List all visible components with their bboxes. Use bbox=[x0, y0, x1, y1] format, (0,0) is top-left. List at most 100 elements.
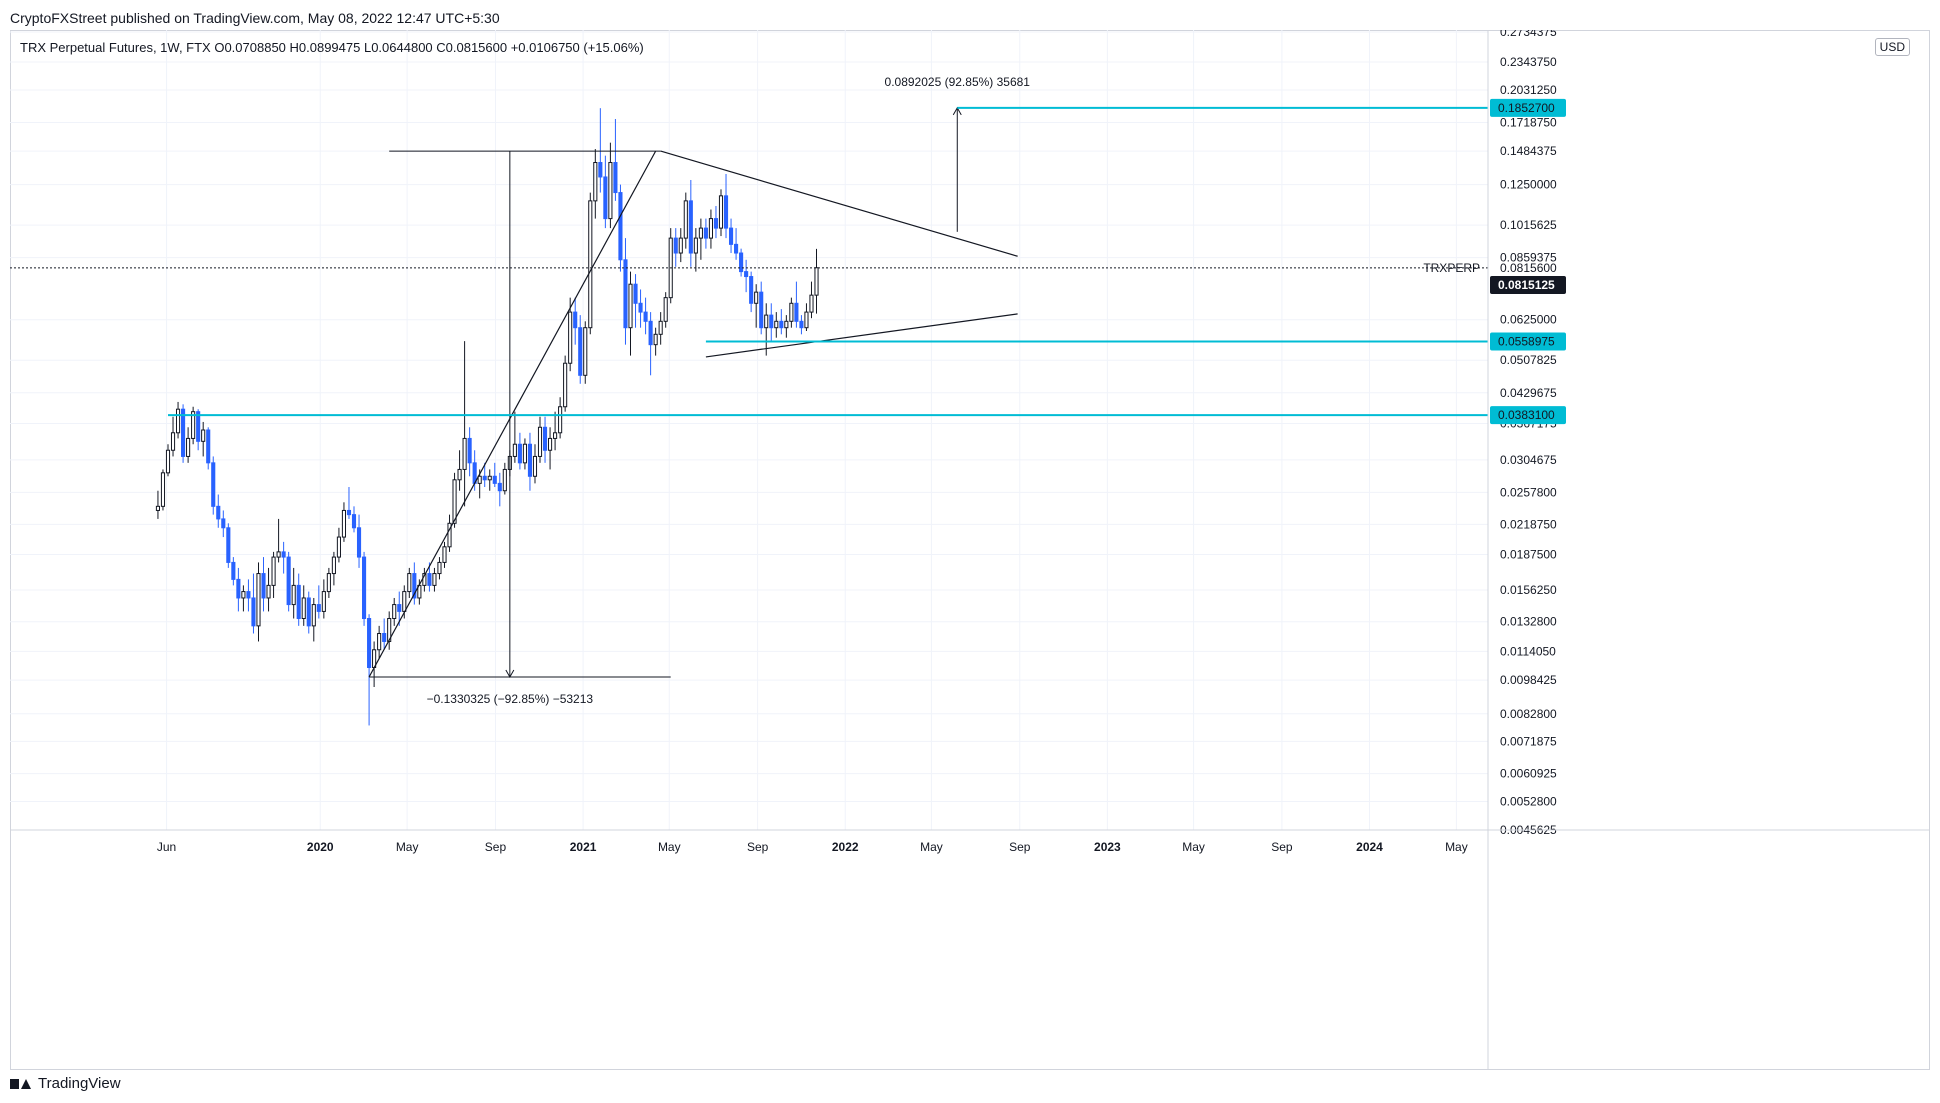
drawings: −0.1330325 (−92.85%) −53213 0.0892025 (92… bbox=[10, 75, 1488, 706]
candle-body bbox=[532, 455, 538, 477]
price-tick-label: 0.1250000 bbox=[1500, 178, 1557, 192]
candle-body bbox=[558, 406, 563, 434]
time-tick-label: Sep bbox=[1009, 840, 1031, 854]
candle-body bbox=[236, 578, 241, 599]
candle-body bbox=[784, 320, 789, 329]
candle bbox=[673, 228, 678, 267]
measure-arrowhead bbox=[505, 669, 515, 679]
candle bbox=[563, 355, 568, 412]
candle-body bbox=[492, 475, 497, 484]
time-tick-label: Sep bbox=[747, 840, 769, 854]
candle bbox=[397, 591, 402, 626]
price-axis: 0.2734375 0.2343750 0.2031250 0.1718750 0.14… bbox=[1487, 30, 1566, 1070]
price-tick-label: 0.0218750 bbox=[1500, 517, 1557, 531]
candle bbox=[683, 192, 688, 249]
candle bbox=[774, 312, 779, 338]
time-tick-label: 2020 bbox=[307, 840, 334, 854]
footer-brand[interactable]: TradingView bbox=[10, 1075, 121, 1092]
candle-body bbox=[693, 237, 698, 254]
candle-body bbox=[362, 556, 367, 620]
candle bbox=[221, 510, 226, 538]
candle-body bbox=[553, 432, 558, 439]
candle-body bbox=[613, 162, 618, 194]
candle bbox=[447, 514, 452, 552]
candle bbox=[568, 297, 573, 372]
candle bbox=[537, 416, 543, 463]
candle bbox=[271, 551, 276, 598]
candle bbox=[638, 289, 643, 328]
candle-body bbox=[402, 591, 407, 612]
candle-body bbox=[623, 259, 628, 329]
candle-body bbox=[608, 162, 613, 220]
candle bbox=[593, 149, 598, 219]
candle-body bbox=[306, 597, 311, 627]
candle bbox=[321, 579, 326, 619]
publisher-attribution: CryptoFXStreet published on TradingView.… bbox=[10, 10, 500, 26]
footer-brand-text: TradingView bbox=[38, 1075, 121, 1092]
candle bbox=[784, 315, 789, 338]
candle bbox=[608, 142, 613, 229]
candle bbox=[749, 271, 754, 313]
time-tick-label: May bbox=[658, 840, 681, 854]
candle-body bbox=[336, 536, 341, 558]
candle bbox=[553, 411, 558, 451]
crosshair-price-label: 0.0815125 bbox=[1498, 278, 1555, 292]
candle-body bbox=[512, 443, 517, 457]
candle-body bbox=[331, 556, 336, 575]
candle-body bbox=[206, 429, 211, 464]
candle-body bbox=[296, 584, 301, 620]
candle-body bbox=[196, 411, 201, 442]
candle bbox=[517, 432, 522, 470]
candle bbox=[734, 228, 739, 260]
candle bbox=[175, 401, 181, 439]
candle bbox=[769, 303, 774, 342]
candle-body bbox=[155, 505, 161, 511]
candle-body bbox=[643, 311, 648, 322]
candle-body bbox=[160, 472, 166, 507]
trendline bbox=[660, 150, 1018, 257]
tradingview-logo-icon bbox=[10, 1076, 32, 1092]
candle-body bbox=[799, 320, 804, 329]
price-tick-label: 0.0625000 bbox=[1500, 313, 1557, 327]
candle-body bbox=[653, 333, 658, 346]
candle bbox=[764, 303, 769, 356]
candle bbox=[693, 228, 698, 272]
candle-body bbox=[809, 294, 814, 313]
candle bbox=[201, 421, 206, 457]
candle bbox=[331, 551, 336, 586]
candle bbox=[558, 397, 563, 439]
candle-body bbox=[201, 429, 206, 442]
candle-body bbox=[713, 218, 719, 229]
candle-body bbox=[241, 591, 246, 599]
gridlines bbox=[10, 30, 1488, 831]
candle-body bbox=[175, 408, 181, 434]
candle-body bbox=[462, 437, 467, 470]
candle bbox=[356, 514, 362, 568]
candle bbox=[266, 567, 271, 612]
price-tick-label: 0.2734375 bbox=[1500, 30, 1557, 39]
candle-body bbox=[221, 518, 226, 529]
candle-body bbox=[256, 573, 261, 627]
candle-body bbox=[356, 527, 362, 558]
candle-body bbox=[673, 237, 678, 254]
candle-body bbox=[593, 162, 598, 202]
candle-body bbox=[618, 192, 623, 261]
candle bbox=[246, 579, 251, 612]
candle-body bbox=[658, 320, 663, 335]
candle-body bbox=[276, 551, 281, 558]
candle bbox=[804, 303, 809, 331]
symbol-legend[interactable]: TRX Perpetual Futures, 1W, FTX O0.070885… bbox=[20, 40, 644, 55]
candle bbox=[648, 312, 653, 376]
candle-body bbox=[367, 618, 372, 669]
currency-button[interactable]: USD bbox=[1874, 38, 1910, 56]
price-chart[interactable]: −0.1330325 (−92.85%) −53213 0.0892025 (92… bbox=[10, 30, 1930, 1070]
candle-body bbox=[583, 327, 588, 376]
measure-label: −0.1330325 (−92.85%) −53213 bbox=[427, 692, 594, 706]
candle-body bbox=[563, 362, 568, 408]
candle-body bbox=[427, 573, 432, 586]
candle bbox=[698, 218, 703, 260]
candle-body bbox=[542, 426, 548, 451]
price-tick-label: 0.0257800 bbox=[1500, 485, 1557, 499]
candle-body bbox=[341, 509, 347, 538]
candle-body bbox=[170, 432, 176, 451]
